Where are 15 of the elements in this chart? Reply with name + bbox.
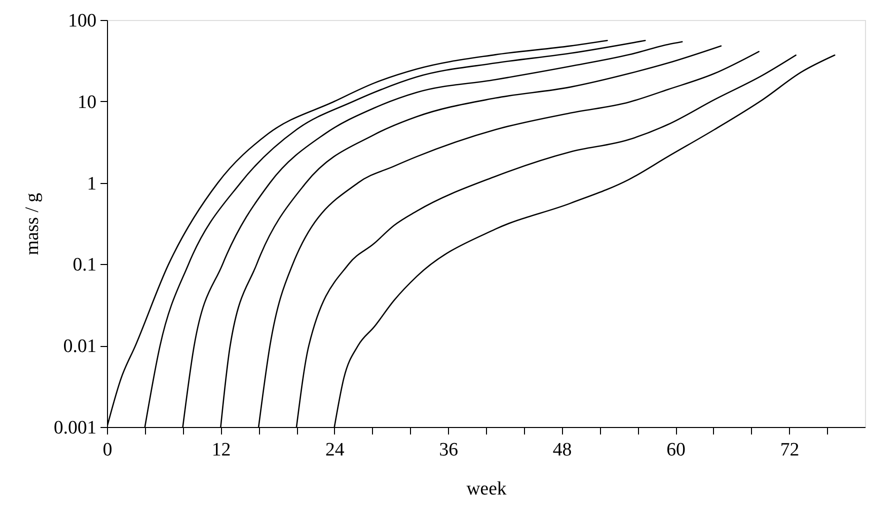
y-tick-label: 1 <box>87 173 96 194</box>
x-axis-title: week <box>466 478 508 500</box>
y-tick-label: 100 <box>68 10 96 32</box>
x-tick-label: 12 <box>212 440 231 460</box>
x-tick-label: 24 <box>325 440 345 460</box>
x-tick-label: 72 <box>780 440 800 460</box>
y-tick-label: 10 <box>78 92 96 113</box>
y-tick-label: 0.001 <box>54 418 96 438</box>
x-tick-label: 36 <box>439 440 458 460</box>
x-tick-label: 60 <box>666 440 686 460</box>
x-tick-label: 48 <box>552 440 572 460</box>
y-tick-label: 0.01 <box>63 336 96 358</box>
y-axis-title: mass / g <box>22 192 43 256</box>
y-tick-label: 0.1 <box>72 254 96 276</box>
x-tick-label: 0 <box>102 440 112 460</box>
